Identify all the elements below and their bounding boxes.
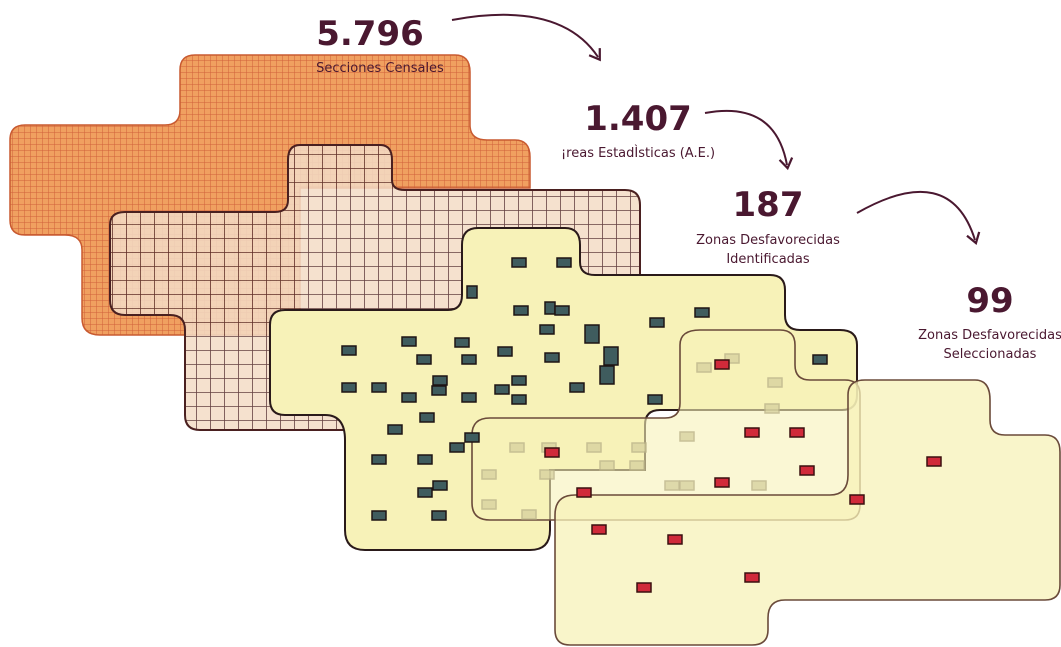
faded-block	[521, 509, 537, 520]
zone-block	[401, 392, 417, 403]
faded-block	[586, 442, 602, 453]
arrow	[451, 13, 601, 62]
faded-block	[599, 460, 615, 471]
zone-block	[461, 354, 477, 365]
faded-block	[631, 442, 647, 453]
zone-block	[417, 454, 433, 465]
faded-block	[767, 377, 783, 388]
faded-block	[629, 460, 645, 471]
faded-block	[664, 480, 680, 491]
faded-block	[679, 431, 695, 442]
zone-block	[431, 510, 447, 521]
faded-block	[679, 480, 695, 491]
selected-block	[714, 477, 730, 488]
zone-block	[464, 432, 480, 443]
zone-block	[449, 442, 465, 453]
stage-number: 99	[966, 281, 1013, 321]
stage-label: Identificadas	[726, 252, 810, 267]
zone-block	[511, 394, 527, 405]
faded-block	[696, 362, 712, 373]
stage-label: Secciones Censales	[316, 61, 444, 76]
zone-block	[371, 382, 387, 393]
zone-block	[401, 336, 417, 347]
selected-block	[544, 447, 560, 458]
zone-block	[371, 510, 387, 521]
stage-number: 5.796	[316, 14, 424, 54]
zone-block	[511, 375, 527, 386]
faded-block	[509, 442, 525, 453]
zone-block	[569, 382, 585, 393]
zone-block	[539, 324, 555, 335]
zone-block	[417, 487, 433, 498]
zone-block	[416, 354, 432, 365]
selected-block	[667, 534, 683, 545]
selected-block	[714, 359, 730, 370]
faded-block	[539, 469, 555, 480]
zone-block	[466, 285, 478, 299]
stage-label: Seleccionadas	[944, 347, 1037, 362]
zone-block	[584, 324, 600, 344]
zone-block	[694, 307, 710, 318]
zone-block	[341, 345, 357, 356]
stage-label: Zonas Desfavorecidas	[696, 233, 840, 248]
faded-block	[751, 480, 767, 491]
arrow	[704, 109, 794, 171]
selected-block	[591, 524, 607, 535]
zone-block	[544, 352, 560, 363]
zone-block	[431, 385, 447, 396]
selected-block	[799, 465, 815, 476]
zone-block	[554, 305, 570, 316]
zone-block	[603, 346, 619, 366]
stage-number: 1.407	[584, 99, 692, 139]
faded-block	[481, 499, 497, 510]
zone-block	[419, 412, 435, 423]
zone-block	[513, 305, 529, 316]
faded-block	[724, 353, 740, 364]
selected-block	[926, 456, 942, 467]
selected-block	[849, 494, 865, 505]
stage-number: 187	[733, 185, 804, 225]
selected-block	[636, 582, 652, 593]
faded-block	[481, 469, 497, 480]
stage-label: Zonas Desfavorecidas	[918, 328, 1061, 343]
selected-block	[744, 572, 760, 583]
selected-block	[744, 427, 760, 438]
zone-block	[649, 317, 665, 328]
arrow	[856, 190, 981, 245]
zone-block	[511, 257, 527, 268]
zone-block	[461, 392, 477, 403]
zone-block	[812, 354, 828, 365]
zone-block	[497, 346, 513, 357]
zone-block	[371, 454, 387, 465]
selected-block	[789, 427, 805, 438]
zone-block	[454, 337, 470, 348]
zone-block	[544, 301, 556, 315]
zone-block	[494, 384, 510, 395]
stage-label: ¡reas EstadÌsticas (A.E.)	[561, 145, 715, 161]
selected-layer	[554, 379, 1061, 646]
zone-block	[556, 257, 572, 268]
zone-block	[432, 375, 448, 386]
zone-block	[647, 394, 663, 405]
zone-block	[599, 365, 615, 385]
selected-block	[576, 487, 592, 498]
zone-block	[432, 480, 448, 491]
zone-block	[341, 382, 357, 393]
zone-block	[387, 424, 403, 435]
stat-area-layer	[109, 144, 641, 431]
faded-block	[764, 403, 780, 414]
